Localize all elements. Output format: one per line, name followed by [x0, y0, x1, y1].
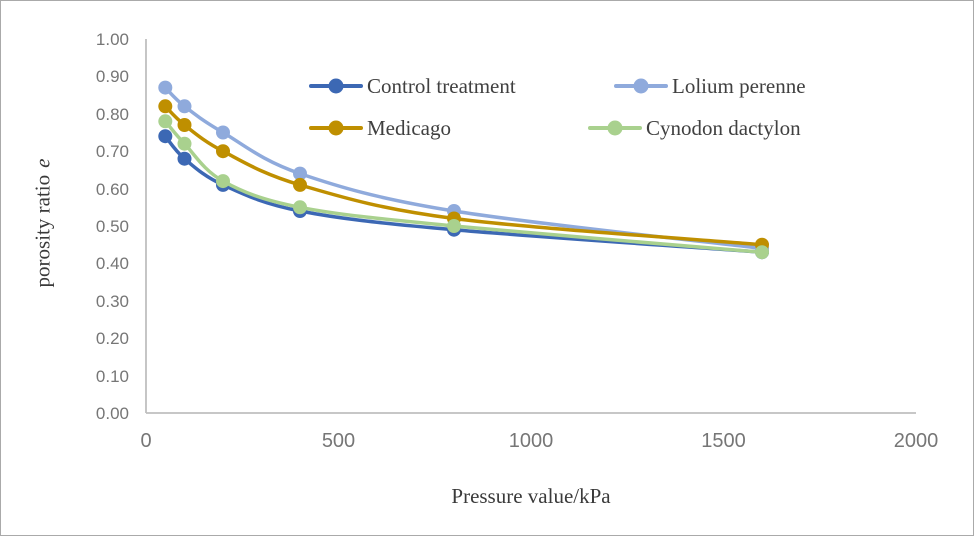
data-point-cynodon-dactylon: [216, 174, 230, 189]
y-tick-label: 0.30: [95, 291, 129, 311]
data-point-cynodon-dactylon: [158, 114, 173, 129]
legend-item-cynodon-dactylon: Cynodon dactylon: [588, 114, 801, 142]
legend-label: Control treatment: [367, 73, 516, 98]
legend-label: Lolium perenne: [672, 73, 806, 98]
data-point-lolium-perenne: [177, 99, 192, 114]
legend-item-control-treatment: Control treatment: [309, 72, 516, 100]
data-point-lolium-perenne: [158, 80, 173, 95]
y-axis-title: porosity ratio e: [30, 158, 55, 288]
data-point-control-treatment: [158, 129, 173, 144]
y-tick-label: 0.80: [95, 104, 129, 124]
legend-marker-icon: [614, 78, 668, 94]
data-point-medicago: [158, 99, 173, 114]
y-tick-label: 1.00: [95, 30, 129, 49]
data-point-cynodon-dactylon: [293, 200, 307, 215]
legend-marker-icon: [588, 120, 642, 136]
x-tick-label: 1500: [701, 430, 746, 452]
y-tick-label: 0.00: [95, 404, 129, 423]
y-tick-label: 0.50: [95, 217, 129, 236]
legend-item-lolium-perenne: Lolium perenne: [614, 72, 806, 100]
y-tick-label: 0.90: [95, 67, 129, 87]
data-point-control-treatment: [177, 151, 192, 166]
y-tick-label: 0.60: [95, 179, 129, 199]
x-tick-label: 2000: [893, 430, 939, 452]
data-point-medicago: [216, 144, 230, 159]
x-tick-label: 1000: [508, 430, 554, 452]
x-tick-label: 500: [321, 430, 356, 452]
x-tick-label: 0: [140, 430, 152, 452]
legend-label: Medicago: [367, 115, 451, 140]
legend-label: Cynodon dactylon: [646, 115, 801, 140]
y-tick-label: 0.70: [95, 142, 129, 162]
data-point-lolium-perenne: [293, 166, 307, 181]
data-point-cynodon-dactylon: [755, 245, 769, 260]
y-axis-title-text: porosity ratio: [30, 174, 55, 288]
data-point-medicago: [177, 118, 192, 132]
x-axis-title: Pressure value/kPa: [451, 484, 611, 508]
data-point-lolium-perenne: [216, 125, 230, 140]
y-axis-title-symbol: e: [30, 158, 55, 168]
data-point-medicago: [293, 177, 307, 192]
legend-item-medicago: Medicago: [309, 114, 451, 142]
legend-marker-icon: [309, 120, 363, 136]
data-point-cynodon-dactylon: [447, 219, 461, 233]
y-tick-label: 0.10: [95, 366, 129, 386]
y-tick-label: 0.20: [95, 329, 129, 349]
data-point-cynodon-dactylon: [177, 136, 192, 151]
y-tick-label: 0.40: [95, 254, 129, 274]
legend-marker-icon: [309, 78, 363, 94]
